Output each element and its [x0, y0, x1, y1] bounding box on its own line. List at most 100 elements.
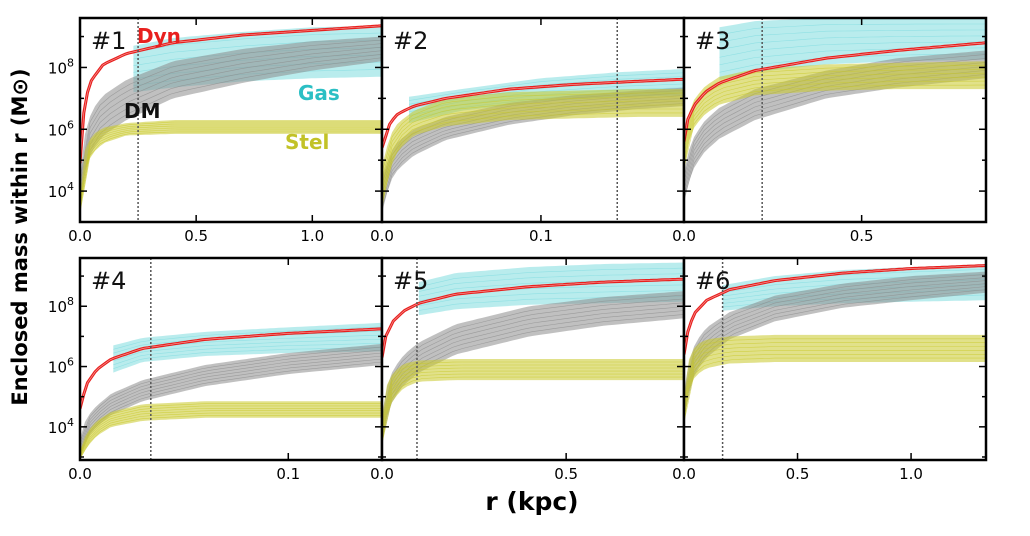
panel-label: #4: [91, 267, 126, 295]
x-tick-label: 0.5: [850, 227, 874, 245]
band-sample-line: [80, 352, 382, 449]
panel-frame: [682, 16, 988, 224]
band-sample-line: [684, 286, 986, 413]
band-sample-line: [80, 403, 382, 453]
band-sample-line: [80, 349, 382, 446]
band-sample-line: [418, 290, 684, 307]
panel-2: 0.0 0.1 #2: [370, 16, 686, 245]
band-sample-line: [382, 361, 684, 423]
series-dyn: [80, 327, 382, 410]
band-sample-line: [684, 76, 986, 160]
band-sample-line: [684, 342, 986, 406]
band-sample-line: [80, 346, 382, 443]
band-sample-line: [382, 364, 684, 427]
band-gas: [113, 322, 382, 373]
x-tick-label: 0.1: [529, 227, 553, 245]
y-tick-label: 106: [48, 356, 74, 377]
band-sample-line: [719, 41, 986, 58]
band-sample-line: [684, 274, 986, 396]
series-stel: [80, 120, 382, 216]
x-tick-label: 0.0: [370, 227, 394, 245]
band-sample-line: [133, 32, 382, 53]
band-sample-line: [684, 72, 986, 155]
panel-label: #6: [695, 267, 730, 295]
band-sample-line: [80, 129, 382, 211]
band-sample-line: [684, 346, 986, 410]
series-dm: [80, 36, 382, 210]
band-sample-line: [684, 357, 986, 423]
band-sample-line: [684, 354, 986, 419]
band-sample-line: [382, 104, 684, 192]
x-tick-label: 0.5: [554, 465, 578, 483]
x-tick-label: 0.0: [68, 465, 92, 483]
band-sample-line: [382, 294, 684, 420]
band-sample-line: [382, 310, 684, 437]
band-sample-line: [684, 280, 986, 404]
panel-1: 0.0 0.5 1.0 104 106 108 #1: [48, 16, 384, 245]
band-sample-line: [719, 35, 986, 51]
band-dm: [382, 291, 684, 445]
band-sample-line: [382, 100, 684, 185]
x-tick-label: 0.0: [370, 465, 394, 483]
panel-label: #2: [393, 27, 428, 55]
band-sample-line: [418, 273, 684, 292]
band-sample-line: [418, 267, 684, 288]
band-dm: [80, 36, 382, 210]
band-sample-line: [719, 47, 986, 66]
line-dyn-highlight: [80, 25, 382, 164]
series-stel: [382, 359, 684, 448]
band-stel: [80, 401, 382, 460]
band-sample-line: [684, 289, 986, 417]
series-dyn: [80, 24, 382, 164]
band-sample-line: [80, 57, 382, 205]
band-sample-line: [80, 358, 382, 455]
series-stel: [80, 401, 382, 460]
legend-gas-label: Gas: [298, 81, 340, 105]
band-sample-line: [80, 415, 382, 459]
panel-4: 0.0 0.1 104 106 108 #4: [48, 256, 384, 483]
line-dyn-highlight: [684, 42, 986, 142]
band-sample-line: [684, 80, 986, 164]
band-sample-line: [382, 112, 684, 204]
y-tick-label: 108: [48, 295, 74, 316]
band-sample-line: [80, 123, 382, 203]
band-sample-line: [80, 121, 382, 200]
band-sample-line: [719, 23, 986, 36]
band-sample-line: [382, 92, 684, 173]
band-sample-line: [408, 72, 684, 101]
band-sample-line: [80, 355, 382, 452]
panel-5: 0.0 0.5 #5: [370, 256, 686, 483]
series-stel: [684, 334, 986, 427]
panel-3: 0.0 0.5 #3: [672, 16, 988, 245]
band-sample-line: [80, 131, 382, 214]
series-stel: [382, 89, 684, 210]
legend-stel-label: Stel: [285, 130, 329, 154]
band-sample-line: [684, 350, 986, 414]
x-tick-label: 1.0: [899, 465, 923, 483]
series-dyn: [684, 264, 986, 355]
band-stel: [684, 61, 986, 173]
line-dyn-highlight: [80, 328, 382, 409]
band-sample-line: [80, 125, 382, 206]
x-tick-label: 0.1: [276, 465, 300, 483]
series-dm: [684, 271, 986, 421]
x-tick-label: 1.0: [300, 227, 324, 245]
band-sample-line: [80, 408, 382, 455]
band-sample-line: [684, 277, 986, 400]
band-sample-line: [80, 39, 382, 181]
band-sample-line: [80, 127, 382, 208]
panel-label: #1: [91, 27, 126, 55]
x-tick-label: 0.0: [672, 465, 696, 483]
band-stel: [382, 89, 684, 210]
x-tick-label: 0.0: [68, 227, 92, 245]
band-sample-line: [382, 373, 684, 440]
band-sample-line: [80, 405, 382, 454]
band-sample-line: [382, 376, 684, 444]
band-sample-line: [382, 306, 684, 433]
legend-dm-label: DM: [124, 99, 161, 123]
band-sample-line: [80, 46, 382, 191]
panel-label: #3: [695, 27, 730, 55]
band-stel: [80, 120, 382, 216]
band-sample-line: [684, 68, 986, 151]
